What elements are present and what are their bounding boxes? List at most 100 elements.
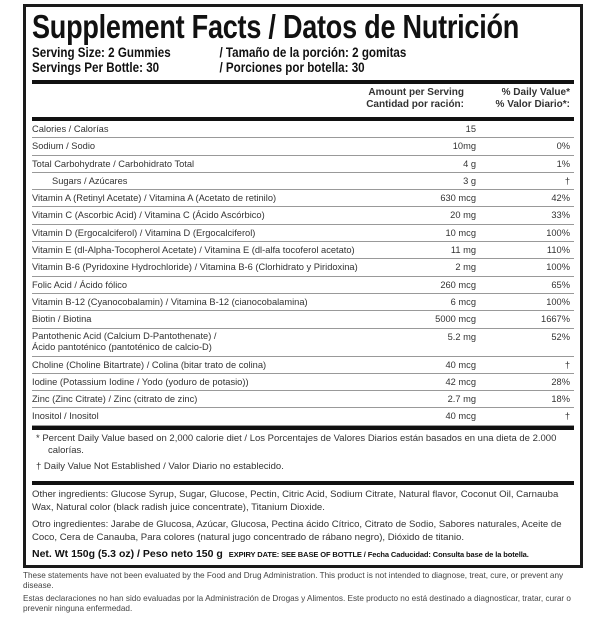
table-row: Biotin / Biotina 5000 mcg 1667% [32,311,574,329]
ingredients-es: Otro ingredientes: Jarabe de Glucosa, Az… [32,518,562,543]
table-row: Vitamin B-12 (Cyanocobalamin) / Vitamina… [32,294,574,312]
net-weight: Net. Wt 150g (5.3 oz) / Peso neto 150 g [32,547,223,560]
amount: 10mg [452,141,476,152]
daily-value: 100% [546,296,570,307]
serving-size-es: / Tamaño de la porción: 2 gomitas [219,45,407,60]
dv-header-en: % Daily Value* [501,87,570,98]
daily-value: 33% [551,210,570,221]
column-header: Amount per Serving Cantidad por ración: %… [32,84,574,117]
daily-value: 52% [551,331,570,342]
nutrient-name: Vitamin B-12 (Cyanocobalamin) / Vitamina… [32,296,308,307]
footnotes: * Percent Daily Value based on 2,000 cal… [32,430,574,481]
amount: 15 [465,124,476,134]
table-row: Iodine (Potassium Iodine / Yodo (yoduro … [32,374,574,392]
serving-size: Serving Size: 2 Gummies / Tamaño de la po… [32,45,498,60]
table-row: Total Carbohydrate / Carbohidrato Total 4… [32,156,574,173]
nutrient-label: Sugars / Azúcares [32,173,368,189]
table-row: Folic Acid / Ácido fólico 260 mcg 65% [32,277,574,294]
nutrient-label: Pantothenic Acid (Calcium D-Pantothenate… [32,329,368,356]
nutrient-name: Choline (Choline Bitartrate) / Colina (b… [32,359,267,370]
daily-value: 100% [546,262,570,273]
amount: 260 mcg [440,279,476,290]
nutrient-name: Zinc (Zinc Citrate) / Zinc (citrato de z… [32,394,198,405]
nutrient-name: Vitamin B-6 (Pyridoxine Hydrochloride) /… [32,262,358,273]
amount: 11 mg [450,245,476,256]
amount-header-es: Cantidad por ración: [366,98,464,110]
amount: 42 mcg [445,376,477,387]
nutrient-name: Pantothenic Acid (Calcium D-Pantothenate… [32,330,217,341]
table-row: Sugars / Azúcares 3 g † [32,173,574,191]
daily-value: † [564,175,570,186]
table-row: Vitamin E (dl-Alpha-Tocopherol Acetate) … [32,242,574,260]
amount-header: Amount per Serving Cantidad por ración: [32,87,470,117]
nutrient-table: Calories / Calorías 15 Sodium / Sodio 10mg 0… [32,121,574,426]
daily-value [478,121,574,137]
nutrient-label: Vitamin A (Retinyl Acetate) / Vitamina A… [32,190,368,206]
nutrient-name: Biotin / Biotina [32,314,92,325]
nutrient-label: Vitamin D (Ergocalciferol) / Vitamina D … [32,225,368,241]
nutrient-label: Calories / Calorías [32,121,368,137]
amount: 10 mcg [445,227,477,238]
amount: 6 mcg [450,296,476,307]
amount: 5000 mcg [435,314,476,325]
table-row: Inositol / Inositol 40 mcg † [32,408,574,426]
amount: 4 g [463,158,476,169]
panel-title: Supplement Facts / Datos de Nutrición [32,8,520,45]
table-row: Vitamin C (Ascorbic Acid) / Vitamina C (… [32,207,574,225]
daily-value: 0% [556,141,570,152]
disclaimers: These statements have not been evaluated… [23,571,583,617]
nutrient-label: Biotin / Biotina [32,311,368,327]
amount: 3 g [463,175,476,186]
nutrient-name: Vitamin E (dl-Alpha-Tocopherol Acetate) … [32,245,355,256]
disclaimer-es: Estas declaraciones no han sido evaluada… [23,594,571,613]
table-row: Zinc (Zinc Citrate) / Zinc (citrato de z… [32,391,574,409]
net-weight-line: Net. Wt 150g (5.3 oz) / Peso neto 150 g E… [32,548,574,561]
amount-header-en: Amount per Serving [368,87,464,98]
nutrient-label: Iodine (Potassium Iodine / Yodo (yoduro … [32,374,368,390]
expiry-date: EXPIRY DATE: SEE BASE OF BOTTLE / Fecha … [228,549,529,559]
amount: 40 mcg [445,411,477,422]
nutrient-name: Vitamin A (Retinyl Acetate) / Vitamina A… [32,193,277,204]
table-row: Vitamin D (Ergocalciferol) / Vitamina D … [32,225,574,243]
table-row: Choline (Choline Bitartrate) / Colina (b… [32,357,574,374]
servings-per-bottle: Servings Per Bottle: 30 / Porciones por b… [32,60,498,75]
nutrient-name: Sugars / Azúcares [52,175,128,186]
nutrient-label: Vitamin B-6 (Pyridoxine Hydrochloride) /… [32,259,368,275]
dv-header-es: % Valor Diario*: [495,98,570,110]
amount: 2 mg [455,262,476,273]
nutrient-label: Sodium / Sodio [32,138,368,154]
nutrient-name: Calories / Calorías [32,124,109,134]
footnote-not-established: † Daily Value Not Established / Valor Di… [36,460,284,472]
amount: 20 mg [450,210,476,221]
nutrient-label: Vitamin B-12 (Cyanocobalamin) / Vitamina… [32,294,368,310]
dv-header: % Daily Value*% Valor Diario*: [470,87,574,117]
nutrient-label: Folic Acid / Ácido fólico [32,277,368,293]
nutrient-name: Sodium / Sodio [32,141,96,152]
table-row: Vitamin B-6 (Pyridoxine Hydrochloride) /… [32,259,574,277]
servings-es: / Porciones por botella: 30 [219,60,365,75]
daily-value: 18% [551,394,570,405]
nutrient-label: Vitamin C (Ascorbic Acid) / Vitamina C (… [32,207,368,223]
serving-size-en: Serving Size: 2 Gummies [32,45,171,60]
nutrient-label: Choline (Choline Bitartrate) / Colina (b… [32,357,368,373]
daily-value: 1667% [541,314,570,325]
amount: 2.7 mg [447,394,476,405]
nutrient-name: Total Carbohydrate / Carbohidrato Total [32,158,195,169]
nutrient-name: Vitamin C (Ascorbic Acid) / Vitamina C (… [32,210,265,221]
amount: 5.2 mg [447,331,476,342]
nutrient-label: Vitamin E (dl-Alpha-Tocopherol Acetate) … [32,242,368,258]
ingredients: Other ingredients: Glucose Syrup, Sugar,… [32,485,574,564]
ingredients-en: Other ingredients: Glucose Syrup, Sugar,… [32,488,559,513]
daily-value: 110% [546,245,570,256]
daily-value: 100% [546,227,570,238]
table-row: Pantothenic Acid (Calcium D-Pantothenate… [32,329,574,357]
nutrient-name: Folic Acid / Ácido fólico [32,279,128,290]
nutrient-label: Inositol / Inositol [32,408,368,424]
nutrient-label: Total Carbohydrate / Carbohidrato Total [32,156,368,172]
nutrient-name: Iodine (Potassium Iodine / Yodo (yoduro … [32,376,249,387]
daily-value: † [564,411,570,422]
daily-value: 1% [556,158,570,169]
table-row: Sodium / Sodio 10mg 0% [32,138,574,156]
table-row: Vitamin A (Retinyl Acetate) / Vitamina A… [32,190,574,208]
daily-value: † [564,359,570,370]
